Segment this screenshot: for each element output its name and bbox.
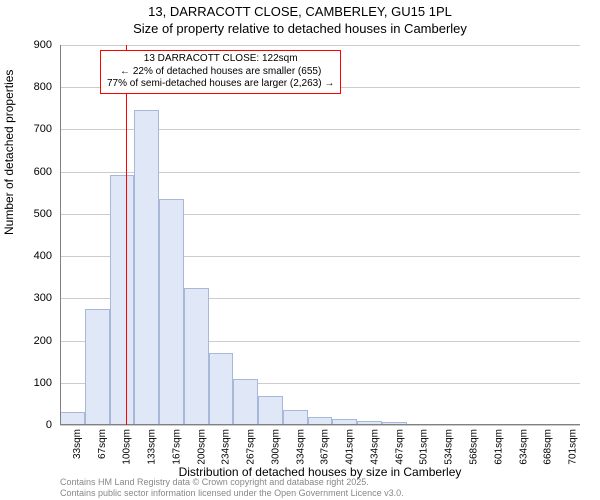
histogram-bar — [134, 110, 159, 425]
x-tick-label: 367sqm — [320, 429, 331, 465]
histogram-bar — [233, 379, 258, 425]
x-tick-label: 467sqm — [394, 429, 405, 465]
y-axis: 0100200300400500600700800900 — [0, 45, 60, 425]
annotation-line-2: ← 22% of detached houses are smaller (65… — [107, 66, 334, 79]
plot-area: 13 DARRACOTT CLOSE: 122sqm← 22% of detac… — [60, 45, 580, 425]
y-tick-label: 100 — [34, 377, 52, 389]
histogram-bar — [110, 175, 135, 425]
histogram-bar — [85, 309, 110, 425]
footer-line-2: Contains public sector information licen… — [60, 488, 404, 498]
y-tick-label: 600 — [34, 166, 52, 178]
y-tick-label: 400 — [34, 250, 52, 262]
x-tick-label: 200sqm — [196, 429, 207, 465]
x-tick-label: 601sqm — [493, 429, 504, 465]
x-tick-label: 167sqm — [171, 429, 182, 465]
annotation-box: 13 DARRACOTT CLOSE: 122sqm← 22% of detac… — [100, 50, 341, 94]
chart-container: 13, DARRACOTT CLOSE, CAMBERLEY, GU15 1PL… — [0, 0, 600, 500]
y-axis-line — [60, 45, 61, 425]
histogram-bar — [159, 199, 184, 425]
y-tick-label: 0 — [46, 419, 52, 431]
y-tick-label: 200 — [34, 335, 52, 347]
x-tick-label: 701sqm — [568, 429, 579, 465]
marker-line — [126, 45, 127, 425]
x-tick-label: 568sqm — [469, 429, 480, 465]
annotation-line-3: 77% of semi-detached houses are larger (… — [107, 78, 334, 91]
x-axis: 33sqm 67sqm 100sqm 133sqm 167sqm 200sqm 234sqm… — [60, 425, 580, 465]
x-tick-label: 334sqm — [295, 429, 306, 465]
y-tick-label: 800 — [34, 81, 52, 93]
histogram-bar — [209, 353, 234, 425]
x-tick-label: 634sqm — [518, 429, 529, 465]
y-tick-label: 500 — [34, 208, 52, 220]
x-tick-label: 234sqm — [221, 429, 232, 465]
x-tick-label: 100sqm — [122, 429, 133, 465]
gridline — [60, 45, 580, 46]
x-tick-label: 267sqm — [246, 429, 257, 465]
chart-title-1: 13, DARRACOTT CLOSE, CAMBERLEY, GU15 1PL — [0, 4, 600, 21]
x-tick-label: 668sqm — [543, 429, 554, 465]
histogram-bar — [258, 396, 283, 425]
x-tick-label: 67sqm — [97, 429, 108, 459]
y-tick-label: 300 — [34, 292, 52, 304]
x-tick-label: 33sqm — [72, 429, 83, 459]
y-tick-label: 900 — [34, 39, 52, 51]
x-tick-label: 300sqm — [270, 429, 281, 465]
x-tick-label: 534sqm — [444, 429, 455, 465]
histogram-bar — [184, 288, 209, 425]
x-tick-label: 133sqm — [147, 429, 158, 465]
chart-title-2: Size of property relative to detached ho… — [0, 21, 600, 38]
x-tick-label: 501sqm — [419, 429, 430, 465]
footer: Contains HM Land Registry data © Crown c… — [60, 477, 404, 498]
annotation-line-1: 13 DARRACOTT CLOSE: 122sqm — [107, 53, 334, 66]
chart-titles: 13, DARRACOTT CLOSE, CAMBERLEY, GU15 1PL… — [0, 4, 600, 38]
x-tick-label: 401sqm — [345, 429, 356, 465]
footer-line-1: Contains HM Land Registry data © Crown c… — [60, 477, 404, 487]
x-tick-label: 434sqm — [370, 429, 381, 465]
y-tick-label: 700 — [34, 123, 52, 135]
histogram-bar — [283, 410, 308, 425]
